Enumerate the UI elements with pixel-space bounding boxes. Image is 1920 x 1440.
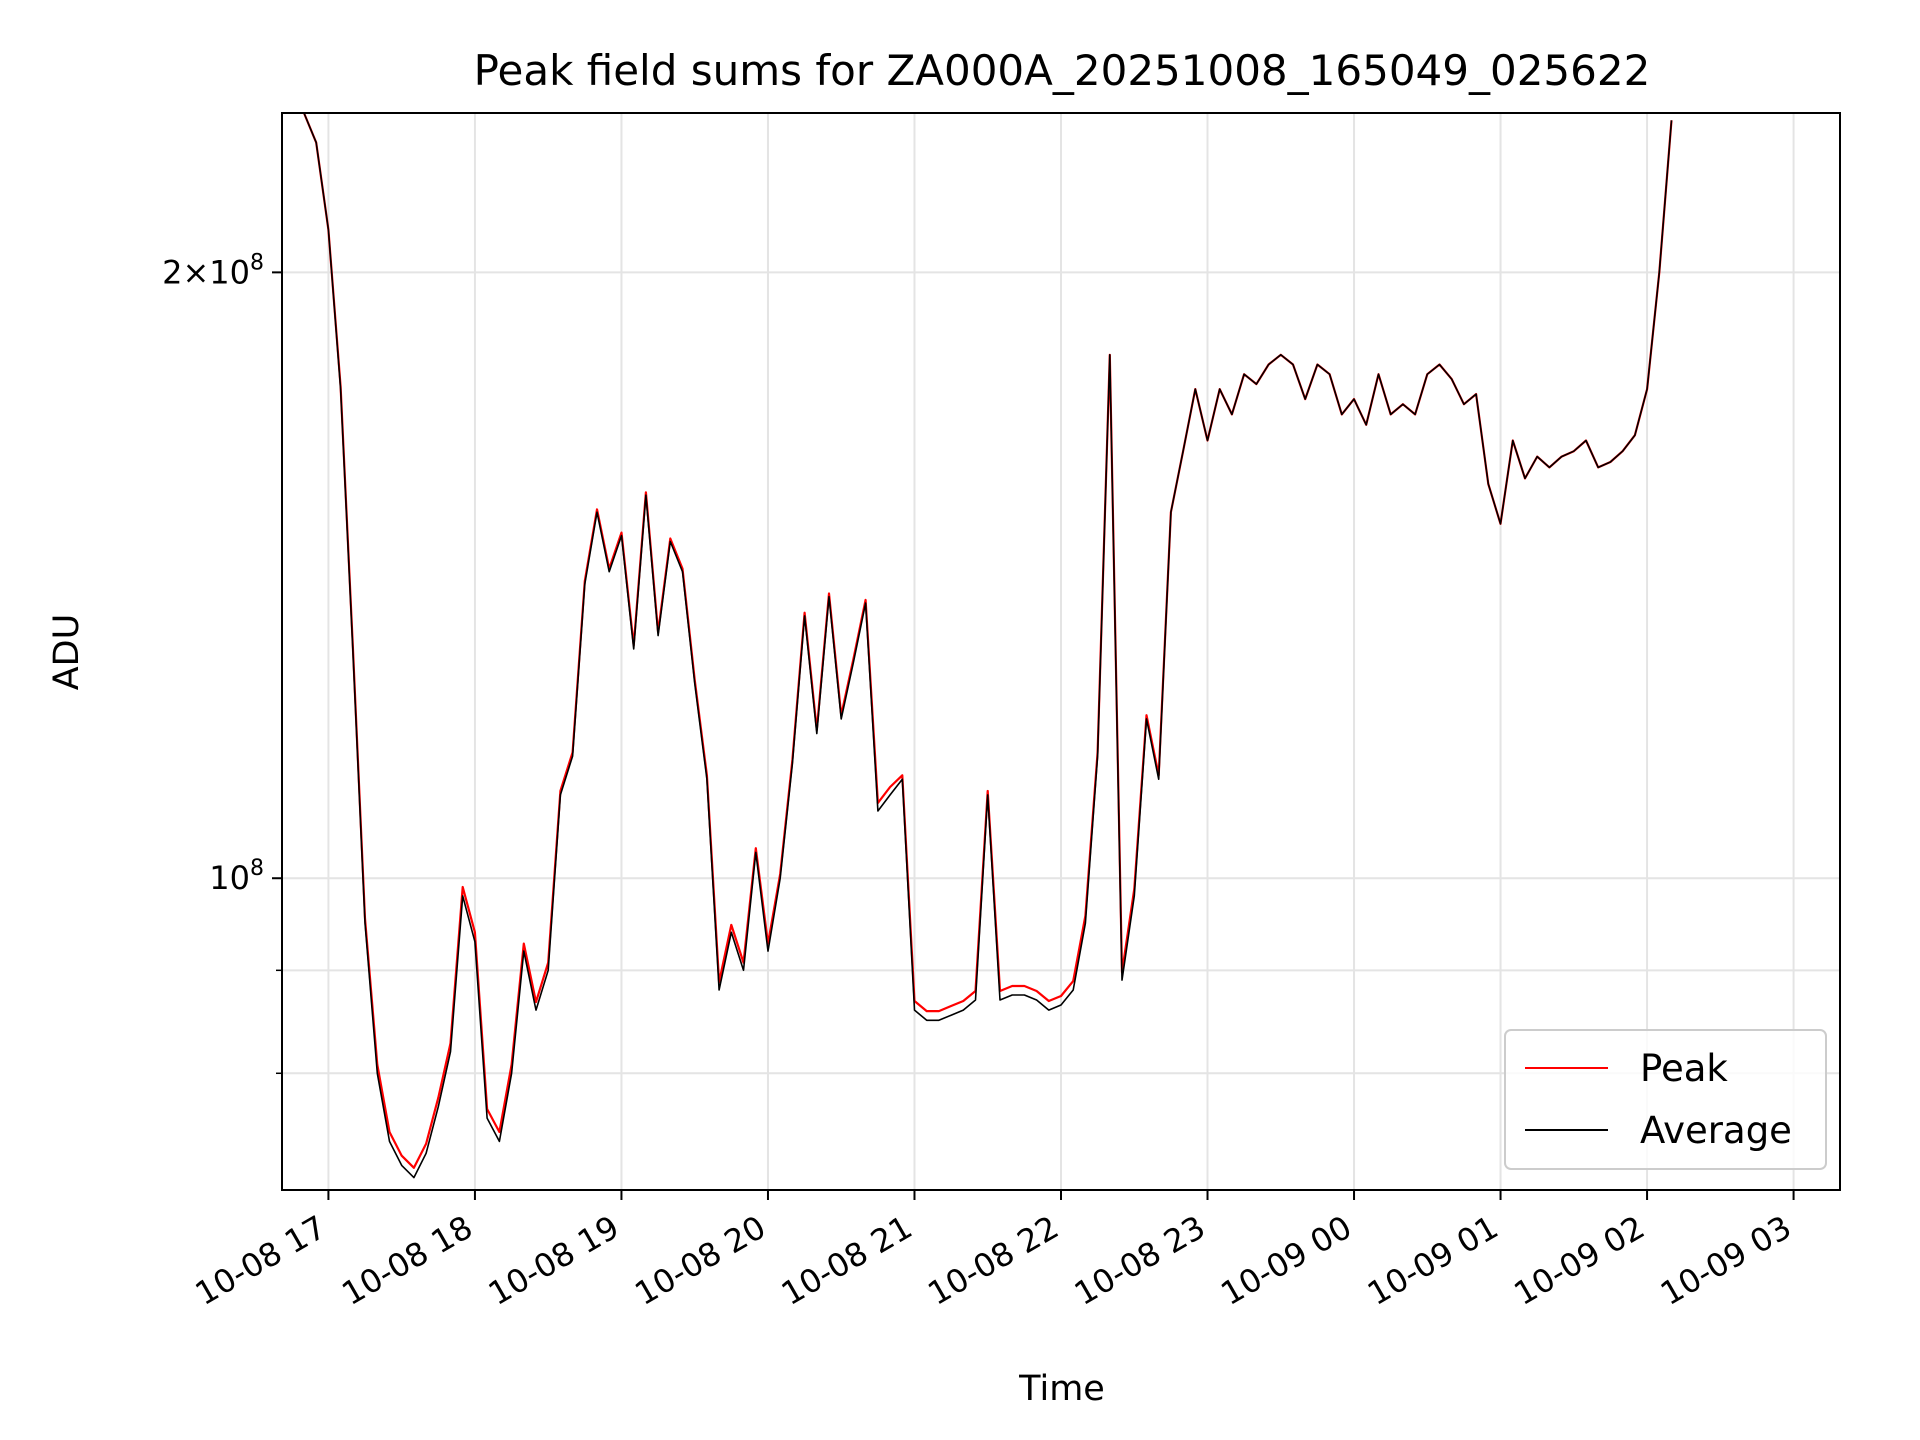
chart-title: Peak field sums for ZA000A_20251008_1650… xyxy=(474,46,1651,95)
y-tick-label: 2×108 xyxy=(162,250,264,291)
legend-label-average: Average xyxy=(1640,1109,1792,1152)
legend-label-peak: Peak xyxy=(1640,1047,1728,1090)
series-layer xyxy=(302,112,1673,1179)
x-axis-label: Time xyxy=(1018,1369,1105,1409)
y-axis-label: ADU xyxy=(47,614,87,691)
grid-lines xyxy=(282,113,1840,1190)
legend: Peak Average xyxy=(1504,1029,1827,1170)
y-tick-label: 108 xyxy=(209,856,264,897)
series-line-average xyxy=(303,112,1673,1179)
legend-box xyxy=(1504,1029,1827,1170)
